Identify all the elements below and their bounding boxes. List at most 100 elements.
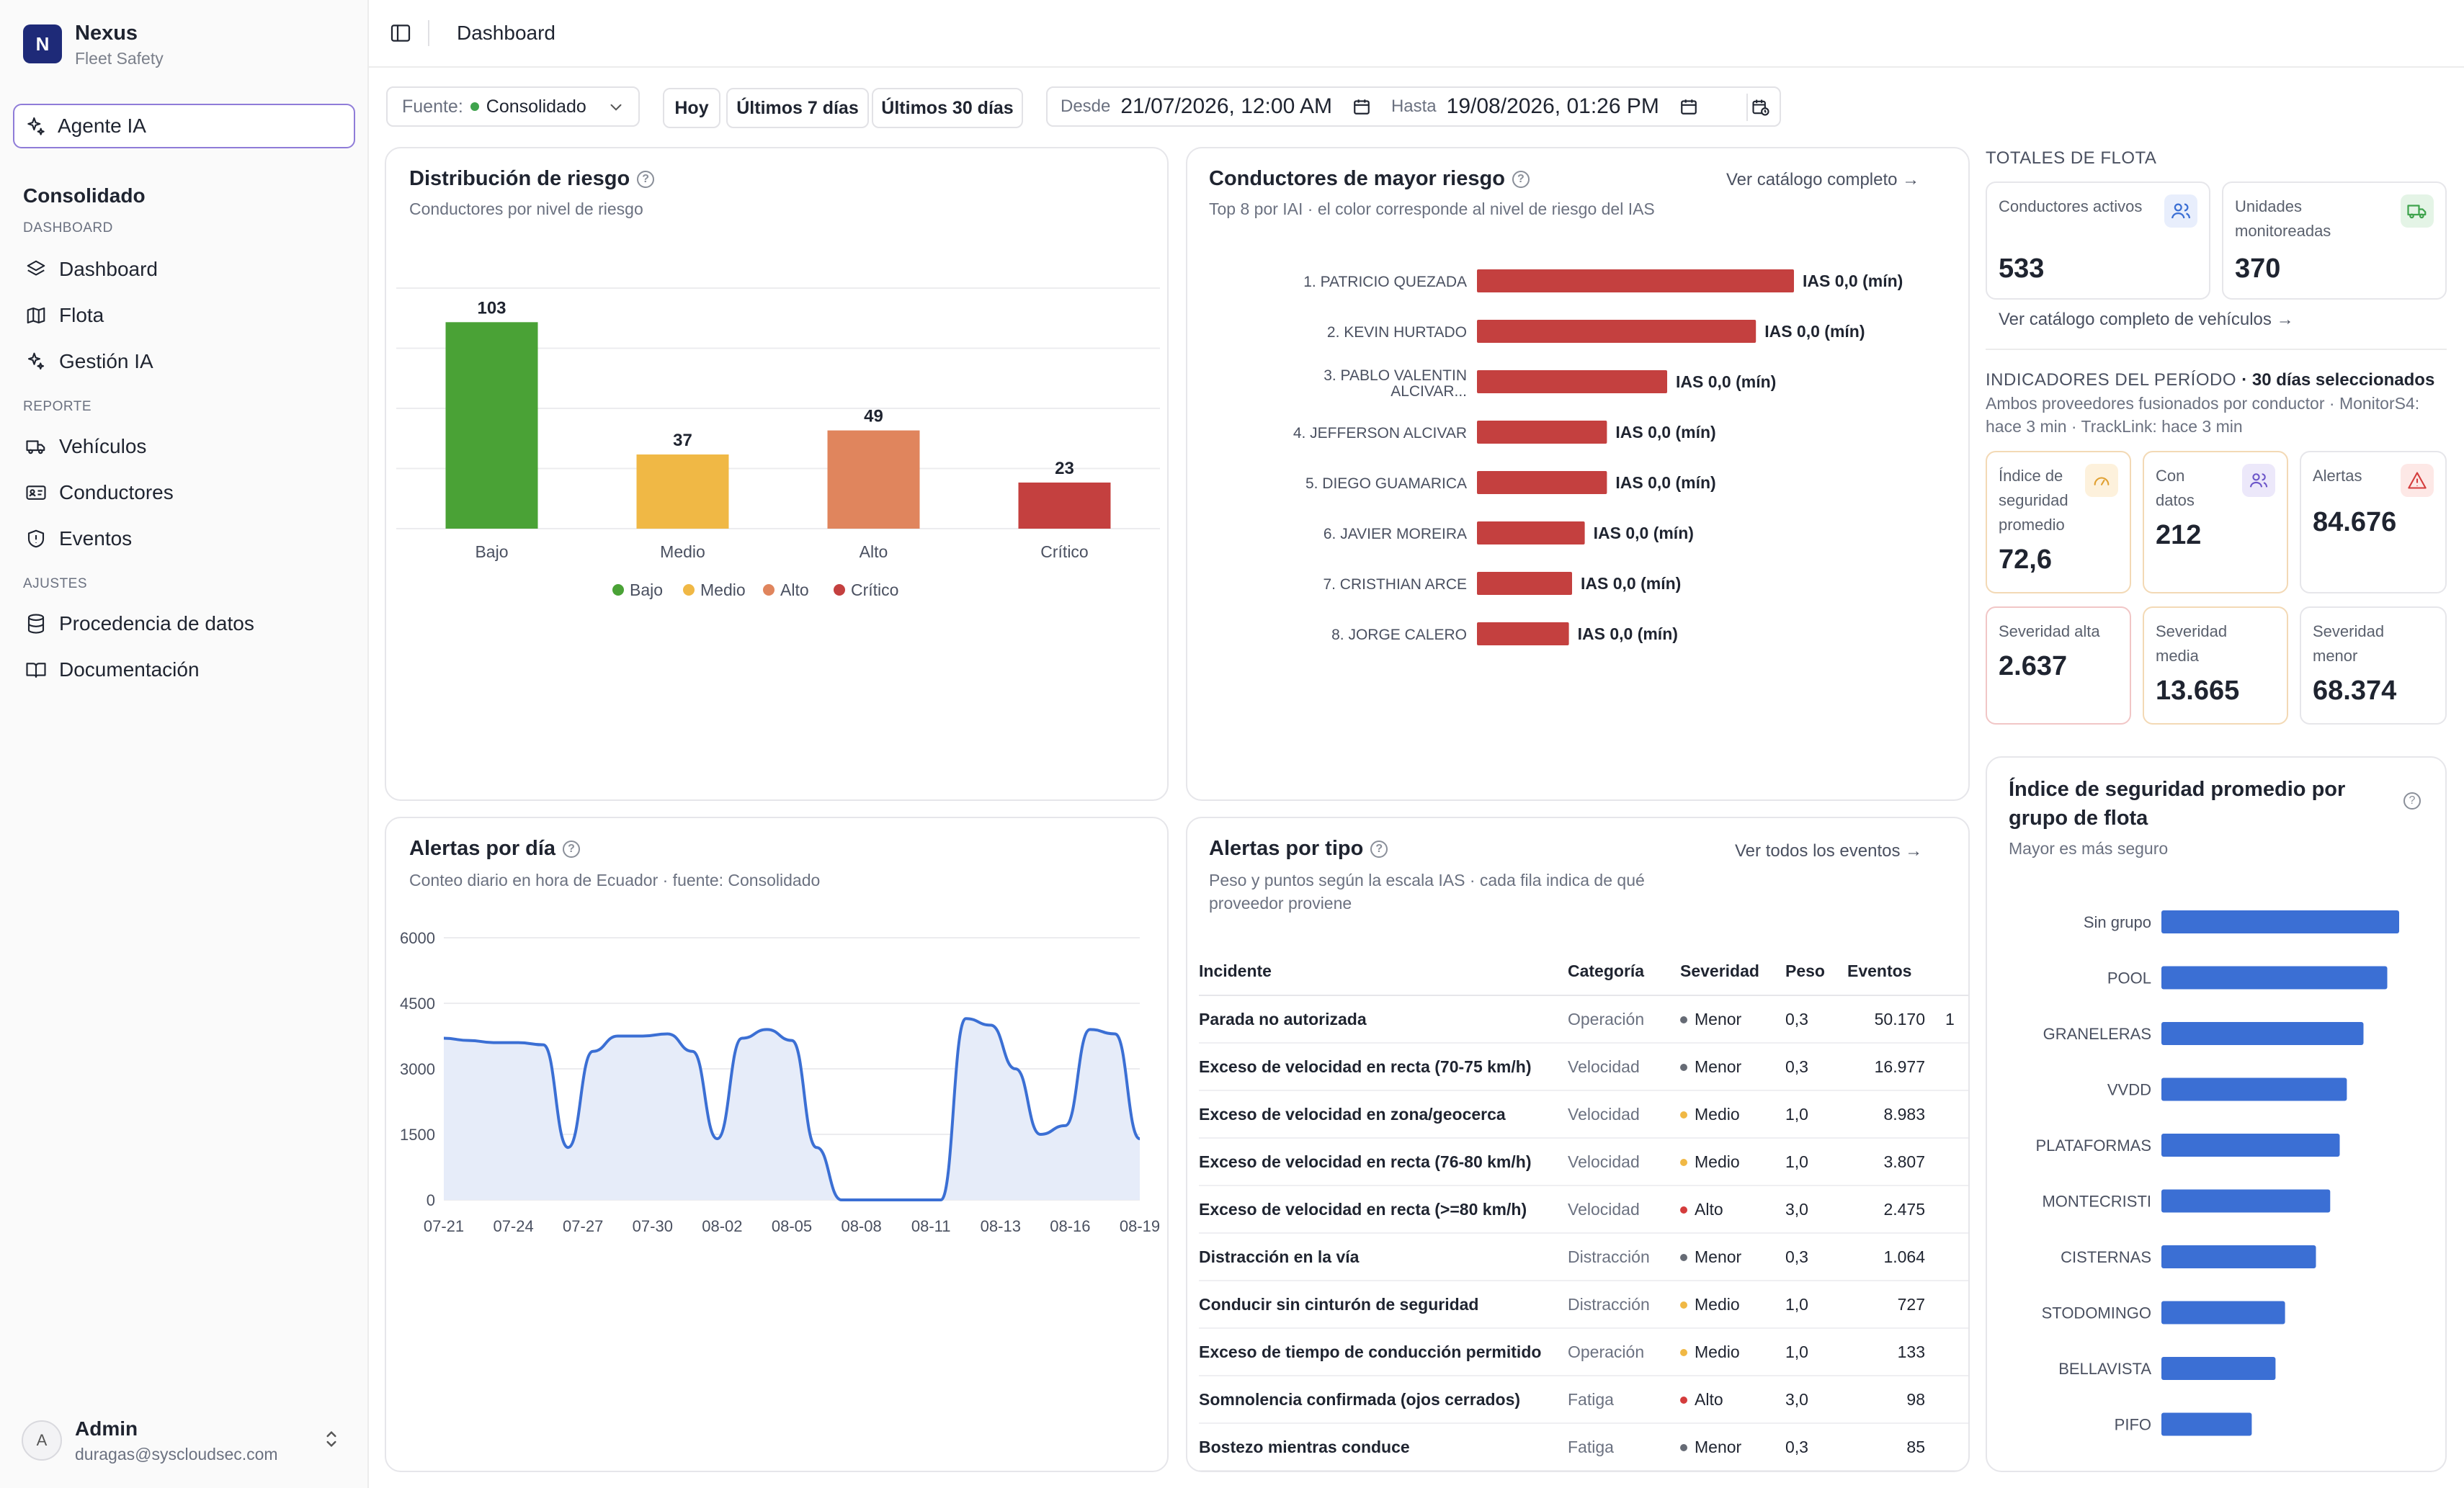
card-title: Distribución de riesgo? — [409, 167, 655, 191]
chevrons-up-down-icon[interactable] — [320, 1428, 343, 1451]
table-row[interactable]: Somnolencia confirmada (ojos cerrados) Fa… — [1199, 1376, 1968, 1424]
today-button[interactable]: Hoy — [663, 88, 720, 128]
card-title: Índice de seguridad promedio por grupo d… — [2009, 778, 2346, 830]
calendar-icon[interactable] — [1352, 97, 1371, 116]
group-label: PLATAFORMAS — [2035, 1137, 2151, 1155]
from-label: Desde — [1061, 97, 1111, 116]
kpi-value: 13.665 — [2156, 676, 2240, 706]
help-icon[interactable]: ? — [1370, 841, 1388, 859]
y-tick-label: 3000 — [400, 1060, 435, 1078]
date-range-picker[interactable]: Desde 21/07/2026, 12:00 AM Hasta 19/08/2… — [1046, 86, 1781, 127]
topbar — [369, 0, 2464, 68]
agent-ia-button[interactable]: Agente IA — [13, 104, 355, 148]
incident-cell: Somnolencia confirmada (ojos cerrados) — [1199, 1376, 1568, 1424]
fleet-group-index-card — [1986, 756, 2447, 1472]
database-icon — [23, 611, 49, 637]
data-label: IAS 0,0 (mín) — [1594, 524, 1694, 542]
column-header[interactable]: Peso — [1785, 948, 1847, 996]
severity-label: Medio — [1695, 1294, 1740, 1314]
table-row[interactable]: Distracción en la vía Distracción Menor 0,3… — [1199, 1233, 1968, 1281]
help-icon[interactable]: ? — [637, 171, 655, 189]
sidebar-item-conductores[interactable]: Conductores — [23, 475, 174, 510]
legend-swatch — [834, 584, 845, 596]
legend-label: Bajo — [630, 581, 663, 599]
sidebar-toggle-icon[interactable] — [389, 22, 412, 45]
kpi-with-data: Con datos 212 — [2143, 451, 2288, 593]
table-row[interactable]: Bostezo mientras conduce Fatiga Menor 0,3 85 — [1199, 1423, 1968, 1471]
group-label: MONTECRISTI — [2042, 1193, 2151, 1211]
sidebar-item-flota[interactable]: Flota — [23, 298, 104, 333]
alerts-by-type-card: Incidente Categoría Severidad Peso Event… — [1186, 817, 1970, 1472]
data-label: IAS 0,0 (mín) — [1615, 423, 1715, 442]
calendar-clock-icon[interactable] — [1746, 94, 1774, 121]
table-row[interactable]: Parada no autorizada Operación Menor 0,3 50.… — [1199, 995, 1968, 1044]
weight-cell: 0,3 — [1785, 1233, 1847, 1281]
incident-cell: Exceso de velocidad en recta (76-80 km/h… — [1199, 1138, 1568, 1186]
data-label: IAS 0,0 (mín) — [1615, 473, 1715, 492]
x-tick-label: 08-19 — [1120, 1217, 1160, 1235]
column-header[interactable]: Eventos — [1847, 948, 1945, 996]
sidebar-item-vehiculos[interactable]: Vehículos — [23, 429, 146, 464]
incident-cell: Bostezo mientras conduce — [1199, 1423, 1568, 1471]
driver-label: 8. JORGE CALERO — [1331, 627, 1467, 643]
card-subtitle: Top 8 por IAI · el color corresponde al … — [1209, 200, 1655, 218]
sidebar-item-label: Documentación — [59, 658, 200, 681]
legend-swatch — [683, 584, 695, 596]
last-30-days-button[interactable]: Últimos 30 días — [872, 88, 1023, 128]
category-cell: Fatiga — [1568, 1423, 1680, 1471]
legend-swatch — [763, 584, 775, 596]
table-row[interactable]: Conducir sin cinturón de seguridad Distra… — [1199, 1281, 1968, 1329]
sidebar-item-eventos[interactable]: Eventos — [23, 521, 132, 556]
view-catalog-link[interactable]: Ver catálogo completo → — [1726, 170, 1920, 189]
category-label: Medio — [660, 542, 705, 561]
group-label: STODOMINGO — [2042, 1304, 2151, 1322]
table-row[interactable]: Exceso de velocidad en recta (76-80 km/h… — [1199, 1138, 1968, 1186]
severity-cell: Medio — [1680, 1138, 1785, 1186]
help-icon[interactable]: ? — [2403, 792, 2421, 810]
from-date-input[interactable]: 21/07/2026, 12:00 AM — [1120, 94, 1332, 118]
driver-label: ALCIVAR... — [1391, 383, 1467, 400]
sidebar-item-dashboard[interactable]: Dashboard — [23, 252, 158, 287]
extra-cell — [1945, 1043, 1968, 1091]
events-cell: 98 — [1847, 1376, 1945, 1424]
sidebar-item-procedencia[interactable]: Procedencia de datos — [23, 606, 254, 641]
source-select[interactable]: Fuente: Consolidado — [386, 86, 640, 127]
risk-distribution-card — [385, 147, 1169, 801]
incident-cell: Conducir sin cinturón de seguridad — [1199, 1281, 1568, 1329]
weight-cell: 1,0 — [1785, 1090, 1847, 1139]
last-7-days-button[interactable]: Últimos 7 días — [726, 88, 869, 128]
x-tick-label: 08-11 — [911, 1217, 951, 1235]
sidebar-item-label: Flota — [59, 304, 104, 326]
column-header[interactable]: Incidente — [1199, 948, 1568, 996]
bar — [2161, 910, 2399, 933]
bar — [2161, 1189, 2331, 1213]
table-row[interactable]: Exceso de velocidad en recta (>=80 km/h)… — [1199, 1186, 1968, 1234]
sidebar-item-gestion-ia[interactable]: Gestión IA — [23, 344, 153, 379]
sidebar-item-label: Conductores — [59, 481, 174, 503]
to-date-input[interactable]: 19/08/2026, 01:26 PM — [1446, 94, 1659, 118]
view-all-events-link[interactable]: Ver todos los eventos → — [1735, 841, 1923, 861]
data-label: IAS 0,0 (mín) — [1578, 624, 1678, 643]
source-value: Consolidado — [486, 96, 586, 117]
data-label: 37 — [673, 431, 692, 450]
avatar[interactable]: A — [22, 1420, 62, 1461]
table-row[interactable]: Exceso de velocidad en zona/geocerca Velo… — [1199, 1090, 1968, 1139]
view-vehicle-catalog-link[interactable]: Ver catálogo completo de vehículos → — [1999, 310, 2294, 329]
help-icon[interactable]: ? — [563, 841, 581, 859]
table-row[interactable]: Exceso de velocidad en recta (70-75 km/h… — [1199, 1043, 1968, 1091]
help-icon[interactable]: ? — [1512, 171, 1530, 189]
bar — [827, 430, 920, 529]
sidebar-item-label: Vehículos — [59, 435, 147, 457]
table-row[interactable]: Exceso de tiempo de conducción permitido… — [1199, 1328, 1968, 1376]
x-tick-label: 07-30 — [633, 1217, 673, 1235]
extra-cell — [1945, 1233, 1968, 1281]
kpi-safety-index: Índice de seguridad promedio 72,6 — [1986, 451, 2131, 593]
series-line — [443, 1017, 1141, 1201]
calendar-icon[interactable] — [1679, 97, 1698, 116]
bar — [1477, 622, 1569, 645]
category-cell: Distracción — [1568, 1281, 1680, 1329]
sidebar-item-documentacion[interactable]: Documentación — [23, 653, 200, 687]
column-header[interactable]: Severidad — [1680, 948, 1785, 996]
column-header[interactable]: Categoría — [1568, 948, 1680, 996]
bar — [2161, 1134, 2340, 1157]
